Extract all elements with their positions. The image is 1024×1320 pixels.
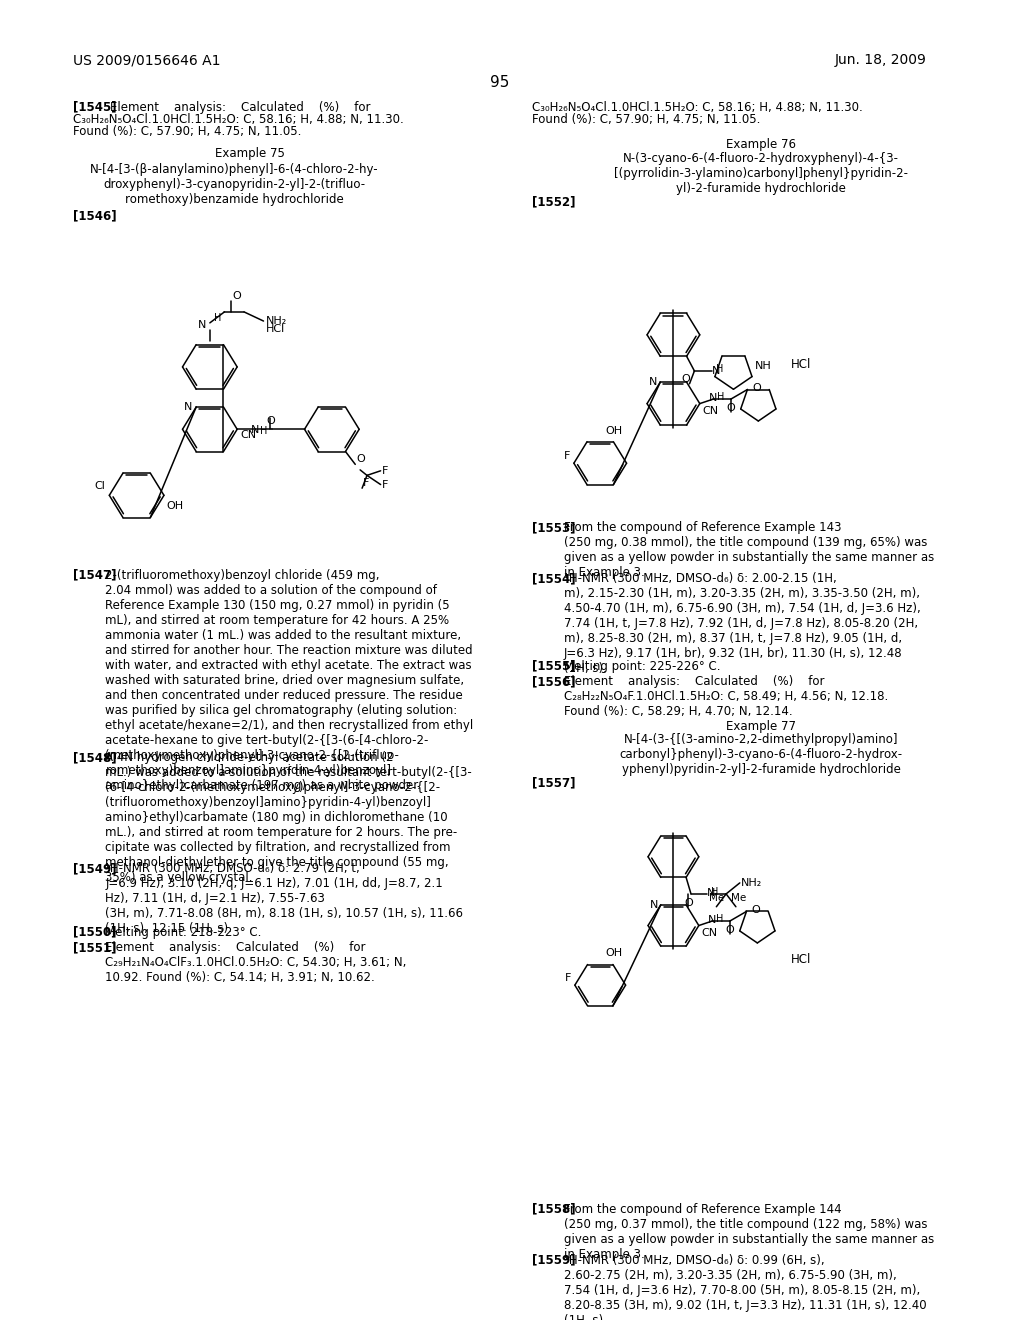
Text: Element    analysis:    Calculated    (%)    for
C₂₉H₂₁N₄O₄ClF₃.1.0HCl.0.5H₂O: C: Element analysis: Calculated (%) for C₂₉…	[105, 941, 407, 985]
Text: NH: NH	[755, 362, 772, 371]
Text: [1555]: [1555]	[531, 660, 575, 672]
Text: N: N	[712, 366, 720, 375]
Text: F: F	[382, 466, 388, 475]
Text: CN: CN	[702, 407, 719, 416]
Text: F: F	[364, 478, 370, 488]
Text: Found (%): C, 57.90; H, 4.75; N, 11.05.: Found (%): C, 57.90; H, 4.75; N, 11.05.	[73, 125, 302, 137]
Text: Example 75: Example 75	[215, 147, 285, 160]
Text: H: H	[718, 392, 725, 401]
Text: [1553]: [1553]	[531, 521, 575, 535]
Text: [1549]: [1549]	[73, 862, 117, 875]
Text: F: F	[382, 479, 388, 490]
Text: Melting point: 225-226° C.: Melting point: 225-226° C.	[564, 660, 721, 672]
Text: HCl: HCl	[791, 358, 811, 371]
Text: N: N	[709, 915, 717, 924]
Text: O: O	[727, 403, 735, 413]
Text: [1554]: [1554]	[531, 573, 575, 585]
Text: HCl: HCl	[265, 323, 285, 334]
Text: NH₂: NH₂	[740, 878, 762, 888]
Text: Found (%): C, 57.90; H, 4.75; N, 11.05.: Found (%): C, 57.90; H, 4.75; N, 11.05.	[531, 112, 760, 125]
Text: [1548]: [1548]	[73, 751, 117, 764]
Text: OH: OH	[166, 502, 183, 511]
Text: [1559]: [1559]	[531, 1254, 575, 1267]
Text: N: N	[707, 888, 715, 899]
Text: [1557]: [1557]	[531, 776, 575, 789]
Text: HCl: HCl	[791, 953, 811, 966]
Text: Element    analysis:    Calculated    (%)    for: Element analysis: Calculated (%) for	[111, 100, 371, 114]
Text: From the compound of Reference Example 143
(250 mg, 0.38 mmol), the title compou: From the compound of Reference Example 1…	[564, 521, 934, 579]
Text: O: O	[726, 925, 734, 935]
Text: N: N	[198, 321, 206, 330]
Text: F: F	[563, 451, 570, 461]
Text: N: N	[710, 392, 718, 403]
Text: ¹H-NMR (300 MHz, DMSO-d₆) δ: 2.79 (2H, t,
J=6.9 Hz), 3.10 (2H, q, J=6.1 Hz), 7.0: ¹H-NMR (300 MHz, DMSO-d₆) δ: 2.79 (2H, t…	[105, 862, 464, 936]
Text: [1552]: [1552]	[531, 195, 575, 209]
Text: N: N	[184, 403, 193, 412]
Text: N-(3-cyano-6-(4-fluoro-2-hydroxyphenyl)-4-{3-
[(pyrrolidin-3-ylamino)carbonyl]ph: N-(3-cyano-6-(4-fluoro-2-hydroxyphenyl)-…	[614, 152, 908, 195]
Text: Example 76: Example 76	[726, 137, 797, 150]
Text: O: O	[682, 374, 690, 384]
Text: O: O	[266, 416, 274, 426]
Text: H: H	[711, 887, 718, 896]
Text: US 2009/0156646 A1: US 2009/0156646 A1	[73, 53, 221, 67]
Text: [1546]: [1546]	[73, 209, 117, 222]
Text: C₃₀H₂₆N₅O₄Cl.1.0HCl.1.5H₂O: C, 58.16; H, 4.88; N, 11.30.: C₃₀H₂₆N₅O₄Cl.1.0HCl.1.5H₂O: C, 58.16; H,…	[531, 100, 862, 114]
Text: CN: CN	[701, 928, 718, 939]
Text: A 4N hydrogen chloride-ethyl acetate solution (2
mL.) was added to a solution of: A 4N hydrogen chloride-ethyl acetate sol…	[105, 751, 472, 884]
Text: O: O	[752, 383, 761, 393]
Text: O: O	[356, 454, 365, 465]
Text: N-[4-[3-(β-alanylamino)phenyl]-6-(4-chloro-2-hy-
droxyphenyl)-3-cyanopyridin-2-y: N-[4-[3-(β-alanylamino)phenyl]-6-(4-chlo…	[90, 164, 379, 206]
Text: CN: CN	[240, 430, 256, 440]
Text: C₃₀H₂₆N₅O₄Cl.1.0HCl.1.5H₂O: C, 58.16; H, 4.88; N, 11.30.: C₃₀H₂₆N₅O₄Cl.1.0HCl.1.5H₂O: C, 58.16; H,…	[73, 112, 403, 125]
Text: [1558]: [1558]	[531, 1203, 575, 1216]
Text: F: F	[564, 973, 571, 983]
Text: 2-(trifluoromethoxy)benzoyl chloride (459 mg,
2.04 mmol) was added to a solution: 2-(trifluoromethoxy)benzoyl chloride (45…	[105, 569, 474, 792]
Text: O: O	[232, 290, 241, 301]
Text: ¹H-NMR (300 MHz, DMSO-d₆) δ: 0.99 (6H, s),
2.60-2.75 (2H, m), 3.20-3.35 (2H, m),: ¹H-NMR (300 MHz, DMSO-d₆) δ: 0.99 (6H, s…	[564, 1254, 927, 1320]
Text: Jun. 18, 2009: Jun. 18, 2009	[835, 53, 926, 67]
Text: O: O	[751, 906, 760, 915]
Text: OH: OH	[605, 949, 623, 958]
Text: N: N	[649, 378, 657, 387]
Text: N-[4-(3-{[(3-amino-2,2-dimethylpropyl)amino]
carbonyl}phenyl)-3-cyano-6-(4-fluor: N-[4-(3-{[(3-amino-2,2-dimethylpropyl)am…	[620, 733, 903, 776]
Text: Me: Me	[709, 894, 724, 903]
Text: H: H	[260, 425, 267, 436]
Text: Example 77: Example 77	[726, 721, 797, 733]
Text: OH: OH	[605, 425, 623, 436]
Text: ¹H-NMR (300 MHz, DMSO-d₆) δ: 2.00-2.15 (1H,
m), 2.15-2.30 (1H, m), 3.20-3.35 (2H: ¹H-NMR (300 MHz, DMSO-d₆) δ: 2.00-2.15 (…	[564, 573, 921, 676]
Text: Me: Me	[731, 894, 746, 903]
Text: H: H	[716, 363, 723, 374]
Text: [1545]: [1545]	[73, 100, 117, 114]
Text: O: O	[685, 898, 693, 908]
Text: [1547]: [1547]	[73, 569, 117, 582]
Text: Element    analysis:    Calculated    (%)    for
C₂₈H₂₂N₅O₄F.1.0HCl.1.5H₂O: C, 5: Element analysis: Calculated (%) for C₂₈…	[564, 675, 889, 718]
Text: Cl: Cl	[94, 482, 105, 491]
Text: H: H	[717, 913, 724, 924]
Text: NH₂: NH₂	[265, 315, 287, 326]
Text: [1550]: [1550]	[73, 925, 117, 939]
Text: From the compound of Reference Example 144
(250 mg, 0.37 mmol), the title compou: From the compound of Reference Example 1…	[564, 1203, 934, 1261]
Text: [1551]: [1551]	[73, 941, 117, 954]
Text: 95: 95	[490, 75, 509, 90]
Text: [1556]: [1556]	[531, 675, 575, 688]
Text: N: N	[251, 425, 259, 434]
Text: H: H	[214, 313, 221, 323]
Text: N: N	[649, 900, 657, 909]
Text: Melting point: 218-223° C.: Melting point: 218-223° C.	[105, 925, 262, 939]
